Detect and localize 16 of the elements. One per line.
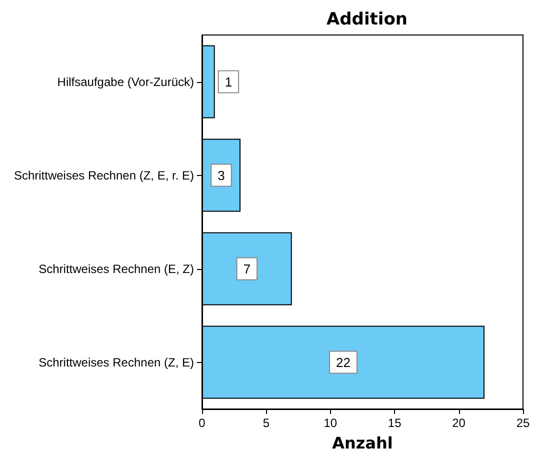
x-axis-title: Anzahl — [332, 434, 393, 452]
x-tick-label: 5 — [262, 416, 270, 430]
data-label: 1 — [224, 74, 232, 90]
y-tick-label: Schrittweises Rechnen (E, Z) — [38, 262, 194, 276]
y-tick-label: Schrittweises Rechnen (Z, E, r. E) — [14, 168, 194, 182]
y-tick-label: Hilfsaufgabe (Vor-Zurück) — [57, 74, 194, 89]
y-tick-label: Schrittweises Rechnen (Z, E) — [38, 355, 194, 370]
x-tick-label: 20 — [452, 416, 466, 430]
data-label: 22 — [336, 354, 350, 370]
x-tick-label: 25 — [516, 416, 530, 430]
x-tick-label: 10 — [324, 416, 338, 430]
x-tick-label: 15 — [388, 416, 402, 430]
data-label: 3 — [218, 168, 225, 183]
chart-title: Addition — [326, 10, 408, 30]
data-label: 7 — [243, 261, 251, 276]
x-tick-label: 0 — [198, 416, 206, 430]
